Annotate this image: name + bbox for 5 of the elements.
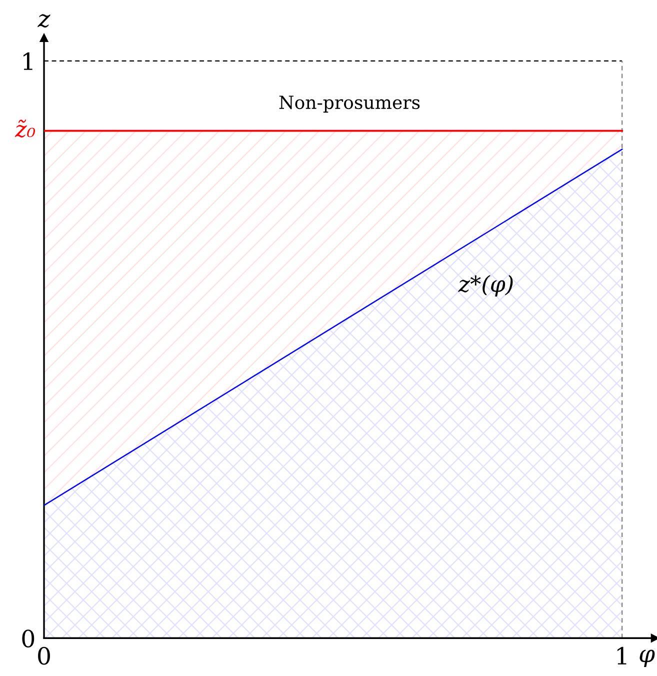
annotation: Non-prosumers xyxy=(279,96,420,113)
series-label: z*(φ) xyxy=(458,274,513,296)
x-axis-title: φ xyxy=(640,650,655,667)
annotation: z̃₀ xyxy=(14,120,36,138)
y-axis-title: z xyxy=(38,14,50,28)
